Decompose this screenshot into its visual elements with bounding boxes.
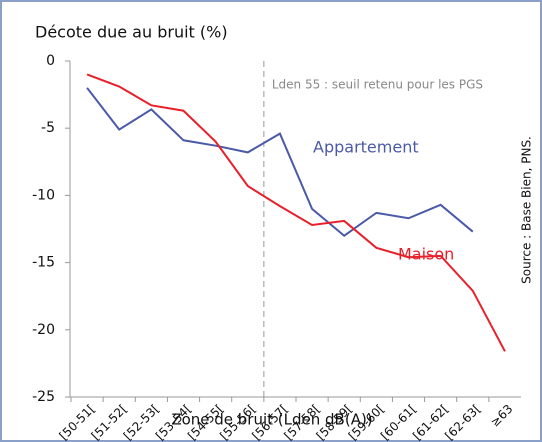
- y-tick-label: -25: [32, 389, 55, 405]
- series-label: Maison: [398, 245, 454, 264]
- y-tick-label: -10: [32, 187, 55, 203]
- y-tick-label: -5: [41, 120, 55, 136]
- y-tick-label: -20: [32, 322, 55, 338]
- y-tick-label: -15: [32, 255, 55, 271]
- source: Source : Base Bien, PNS.: [520, 136, 534, 284]
- series-label: Appartement: [313, 138, 419, 157]
- chart-title: Décote due au bruit (%): [35, 23, 228, 42]
- series-line: [86, 87, 474, 237]
- x-axis-label: Zone de bruit (Lden dB(A)): [171, 411, 372, 429]
- series-line: [86, 73, 506, 352]
- y-tick-label: 0: [46, 53, 55, 69]
- annotation: Lden 55 : seuil retenu pour les PGS: [272, 78, 483, 92]
